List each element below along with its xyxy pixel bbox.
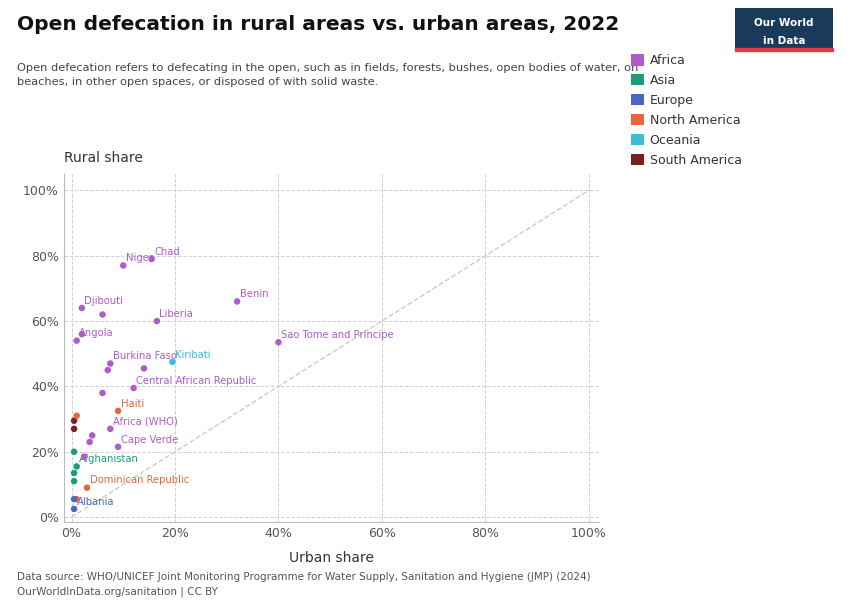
Text: Benin: Benin (240, 289, 269, 299)
Text: Open defecation in rural areas vs. urban areas, 2022: Open defecation in rural areas vs. urban… (17, 15, 620, 34)
Point (144, 254, 158, 264)
Point (137, 364, 150, 373)
Point (104, 359, 117, 368)
Point (127, 383, 140, 393)
Text: Sao Tome and Principe: Sao Tome and Principe (281, 330, 394, 340)
Text: Cape Verde: Cape Verde (121, 434, 178, 445)
Point (70, 411, 83, 421)
X-axis label: Urban share: Urban share (289, 551, 374, 565)
Text: Albania: Albania (76, 497, 114, 506)
Legend: Africa, Asia, Europe, North America, Oceania, South America: Africa, Asia, Europe, North America, Oce… (631, 54, 742, 167)
Point (67, 416, 81, 425)
Point (67, 424, 81, 434)
Text: Open defecation refers to defecating in the open, such as in fields, forests, bu: Open defecation refers to defecating in … (17, 63, 638, 87)
Point (70, 461, 83, 471)
Point (230, 296, 244, 306)
Text: Rural share: Rural share (64, 151, 143, 165)
Text: Liberia: Liberia (160, 309, 193, 319)
Point (101, 365, 115, 375)
Point (272, 337, 286, 347)
Point (150, 316, 164, 326)
Text: Africa (WHO): Africa (WHO) (113, 416, 178, 427)
Text: Angola: Angola (79, 328, 114, 338)
Point (96, 388, 110, 398)
Point (75, 329, 88, 339)
Point (111, 442, 125, 452)
Bar (735, 48, 833, 51)
Point (166, 357, 179, 367)
Point (80, 483, 94, 493)
Point (104, 424, 117, 434)
Text: Djibouti: Djibouti (84, 296, 123, 305)
Text: Haiti: Haiti (121, 398, 144, 409)
Text: Burkina Faso: Burkina Faso (113, 351, 177, 361)
Point (82, 437, 96, 447)
Point (67, 504, 81, 514)
Text: Niger: Niger (126, 253, 153, 263)
Point (96, 310, 110, 319)
Point (67, 447, 81, 457)
Point (75, 303, 88, 313)
Text: Central African Republic: Central African Republic (136, 376, 257, 386)
Point (70, 494, 83, 504)
Text: Kiribati: Kiribati (175, 350, 211, 359)
Text: Afghanistan: Afghanistan (79, 454, 139, 464)
Text: Chad: Chad (155, 247, 180, 257)
Point (111, 406, 125, 416)
Point (77, 452, 91, 461)
Text: Dominican Republic: Dominican Republic (89, 475, 189, 485)
Point (85, 431, 99, 440)
Point (67, 494, 81, 504)
Point (70, 336, 83, 346)
Point (67, 468, 81, 478)
Point (67, 476, 81, 486)
Text: Our World: Our World (755, 18, 813, 28)
Text: Data source: WHO/UNICEF Joint Monitoring Programme for Water Supply, Sanitation : Data source: WHO/UNICEF Joint Monitoring… (17, 572, 591, 597)
Point (116, 260, 130, 270)
Text: in Data: in Data (763, 37, 805, 46)
